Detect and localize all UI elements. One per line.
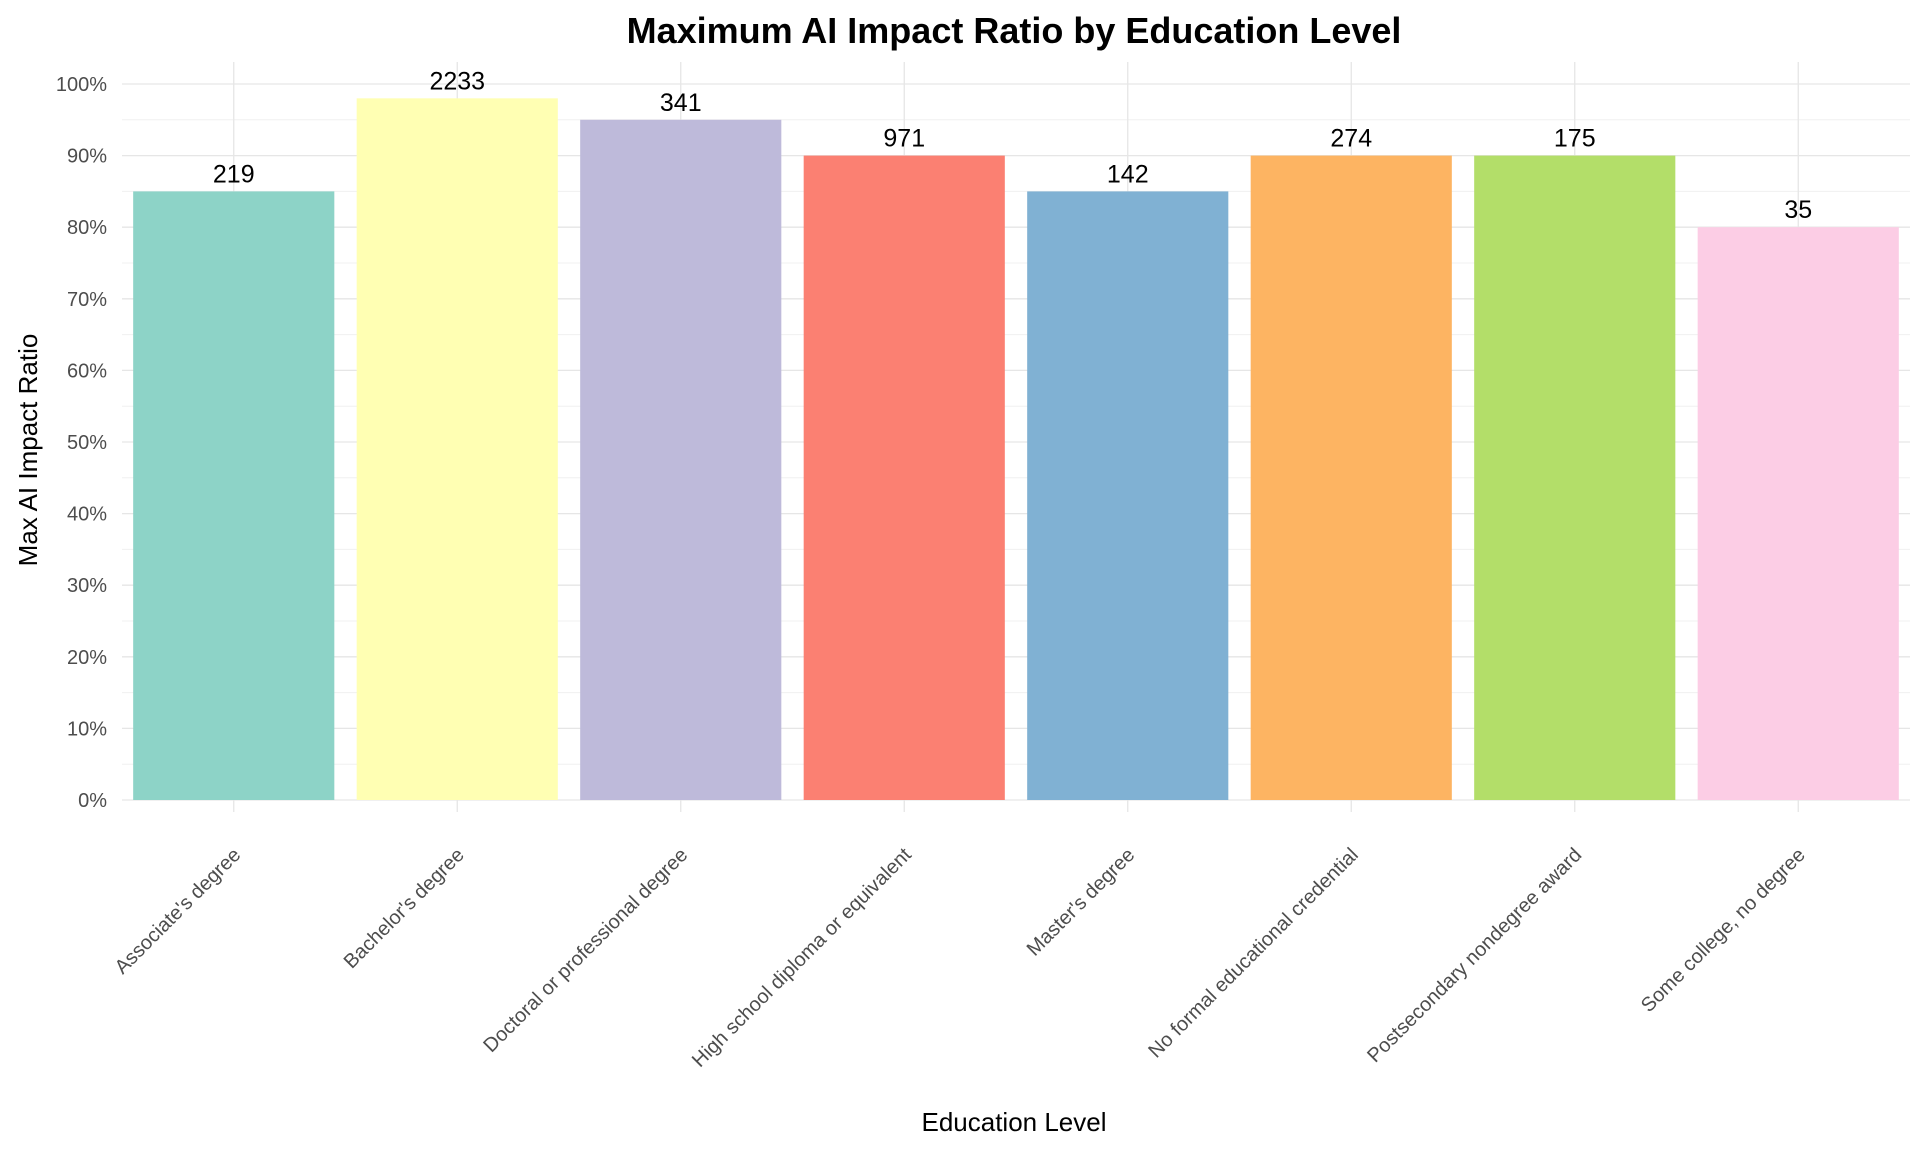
bar-data-label: 175	[1554, 125, 1596, 153]
bar	[1027, 191, 1229, 800]
y-tick-label: 20%	[67, 647, 107, 669]
bar-data-label: 2233	[429, 67, 485, 95]
chart-title: Maximum AI Impact Ratio by Education Lev…	[627, 10, 1402, 51]
bars	[133, 98, 1899, 801]
bar	[133, 191, 335, 800]
y-tick-label: 100%	[56, 74, 107, 96]
y-tick-label: 40%	[67, 504, 107, 526]
bar	[1474, 155, 1676, 801]
y-tick-label: 0%	[78, 790, 107, 812]
bar	[803, 155, 1005, 801]
bar	[356, 98, 558, 800]
x-axis-title: Education Level	[921, 1107, 1106, 1137]
y-axis-ticks: 0% 10% 20% 30% 40% 50% 60% 70% 80% 90% 100%	[56, 74, 107, 812]
y-tick-label: 30%	[67, 575, 107, 597]
bar-data-label: 142	[1107, 160, 1149, 188]
bar-data-label: 341	[660, 89, 702, 117]
bar-data-label: 971	[883, 125, 925, 153]
data-labels: 219 2233 341 971 142 274 175 35	[213, 67, 1812, 224]
y-tick-label: 90%	[67, 146, 107, 168]
bar	[1250, 155, 1452, 801]
y-tick-label: 10%	[67, 718, 107, 740]
y-axis-title: Max AI Impact Ratio	[13, 334, 43, 567]
y-tick-label: 70%	[67, 289, 107, 311]
bar	[580, 119, 782, 801]
y-tick-label: 80%	[67, 217, 107, 239]
bar-data-label: 274	[1330, 125, 1372, 153]
bar-data-label: 35	[1784, 196, 1812, 224]
y-tick-label: 60%	[67, 360, 107, 382]
bar-data-label: 219	[213, 160, 255, 188]
y-tick-label: 50%	[67, 432, 107, 454]
bar	[1697, 227, 1899, 800]
